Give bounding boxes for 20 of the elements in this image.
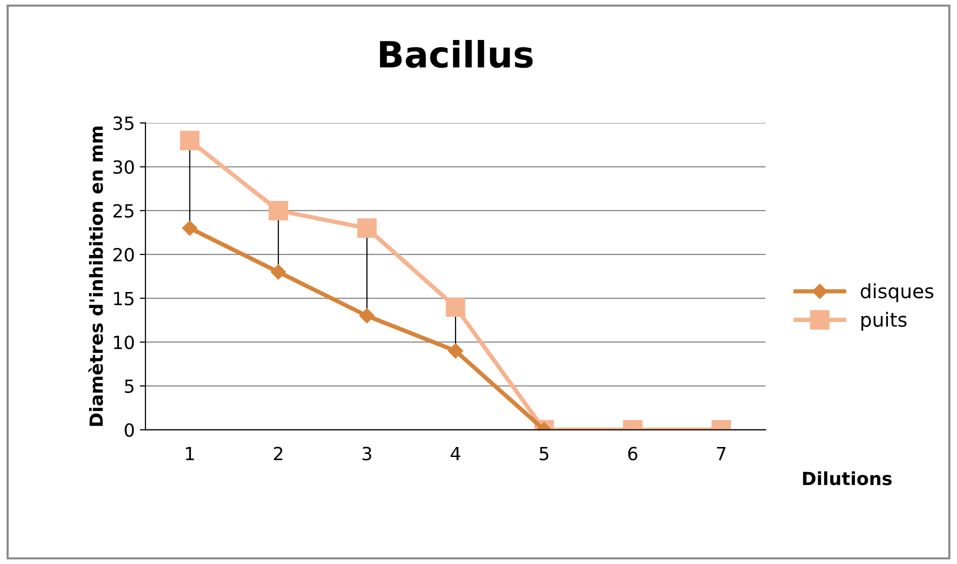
x-tick-label: 6 (628, 446, 638, 460)
x-tick-label: 4 (450, 446, 460, 460)
y-tick-label: 10 (114, 336, 134, 350)
y-tick-label: 15 (114, 292, 134, 306)
y-axis-title: Diamètres d'inhibition en mm (88, 126, 104, 426)
y-tick-label: 5 (124, 380, 134, 394)
legend-label: disques (860, 283, 934, 302)
x-axis-title: Dilutions (803, 471, 892, 486)
x-tick-label: 2 (274, 446, 282, 460)
x-tick-label: 5 (540, 446, 548, 460)
y-tick-label: 30 (113, 160, 134, 174)
x-tick-label: 3 (362, 446, 372, 460)
chart-title: Bacillus (380, 40, 533, 68)
x-tick-label: 1 (186, 446, 194, 460)
x-tick-label: 7 (717, 446, 726, 460)
y-tick-label: 0 (124, 423, 134, 437)
y-tick-label: 20 (113, 248, 134, 262)
legend-label: puits (861, 312, 907, 331)
y-tick-label: 35 (113, 116, 134, 130)
y-tick-label: 25 (113, 204, 134, 218)
